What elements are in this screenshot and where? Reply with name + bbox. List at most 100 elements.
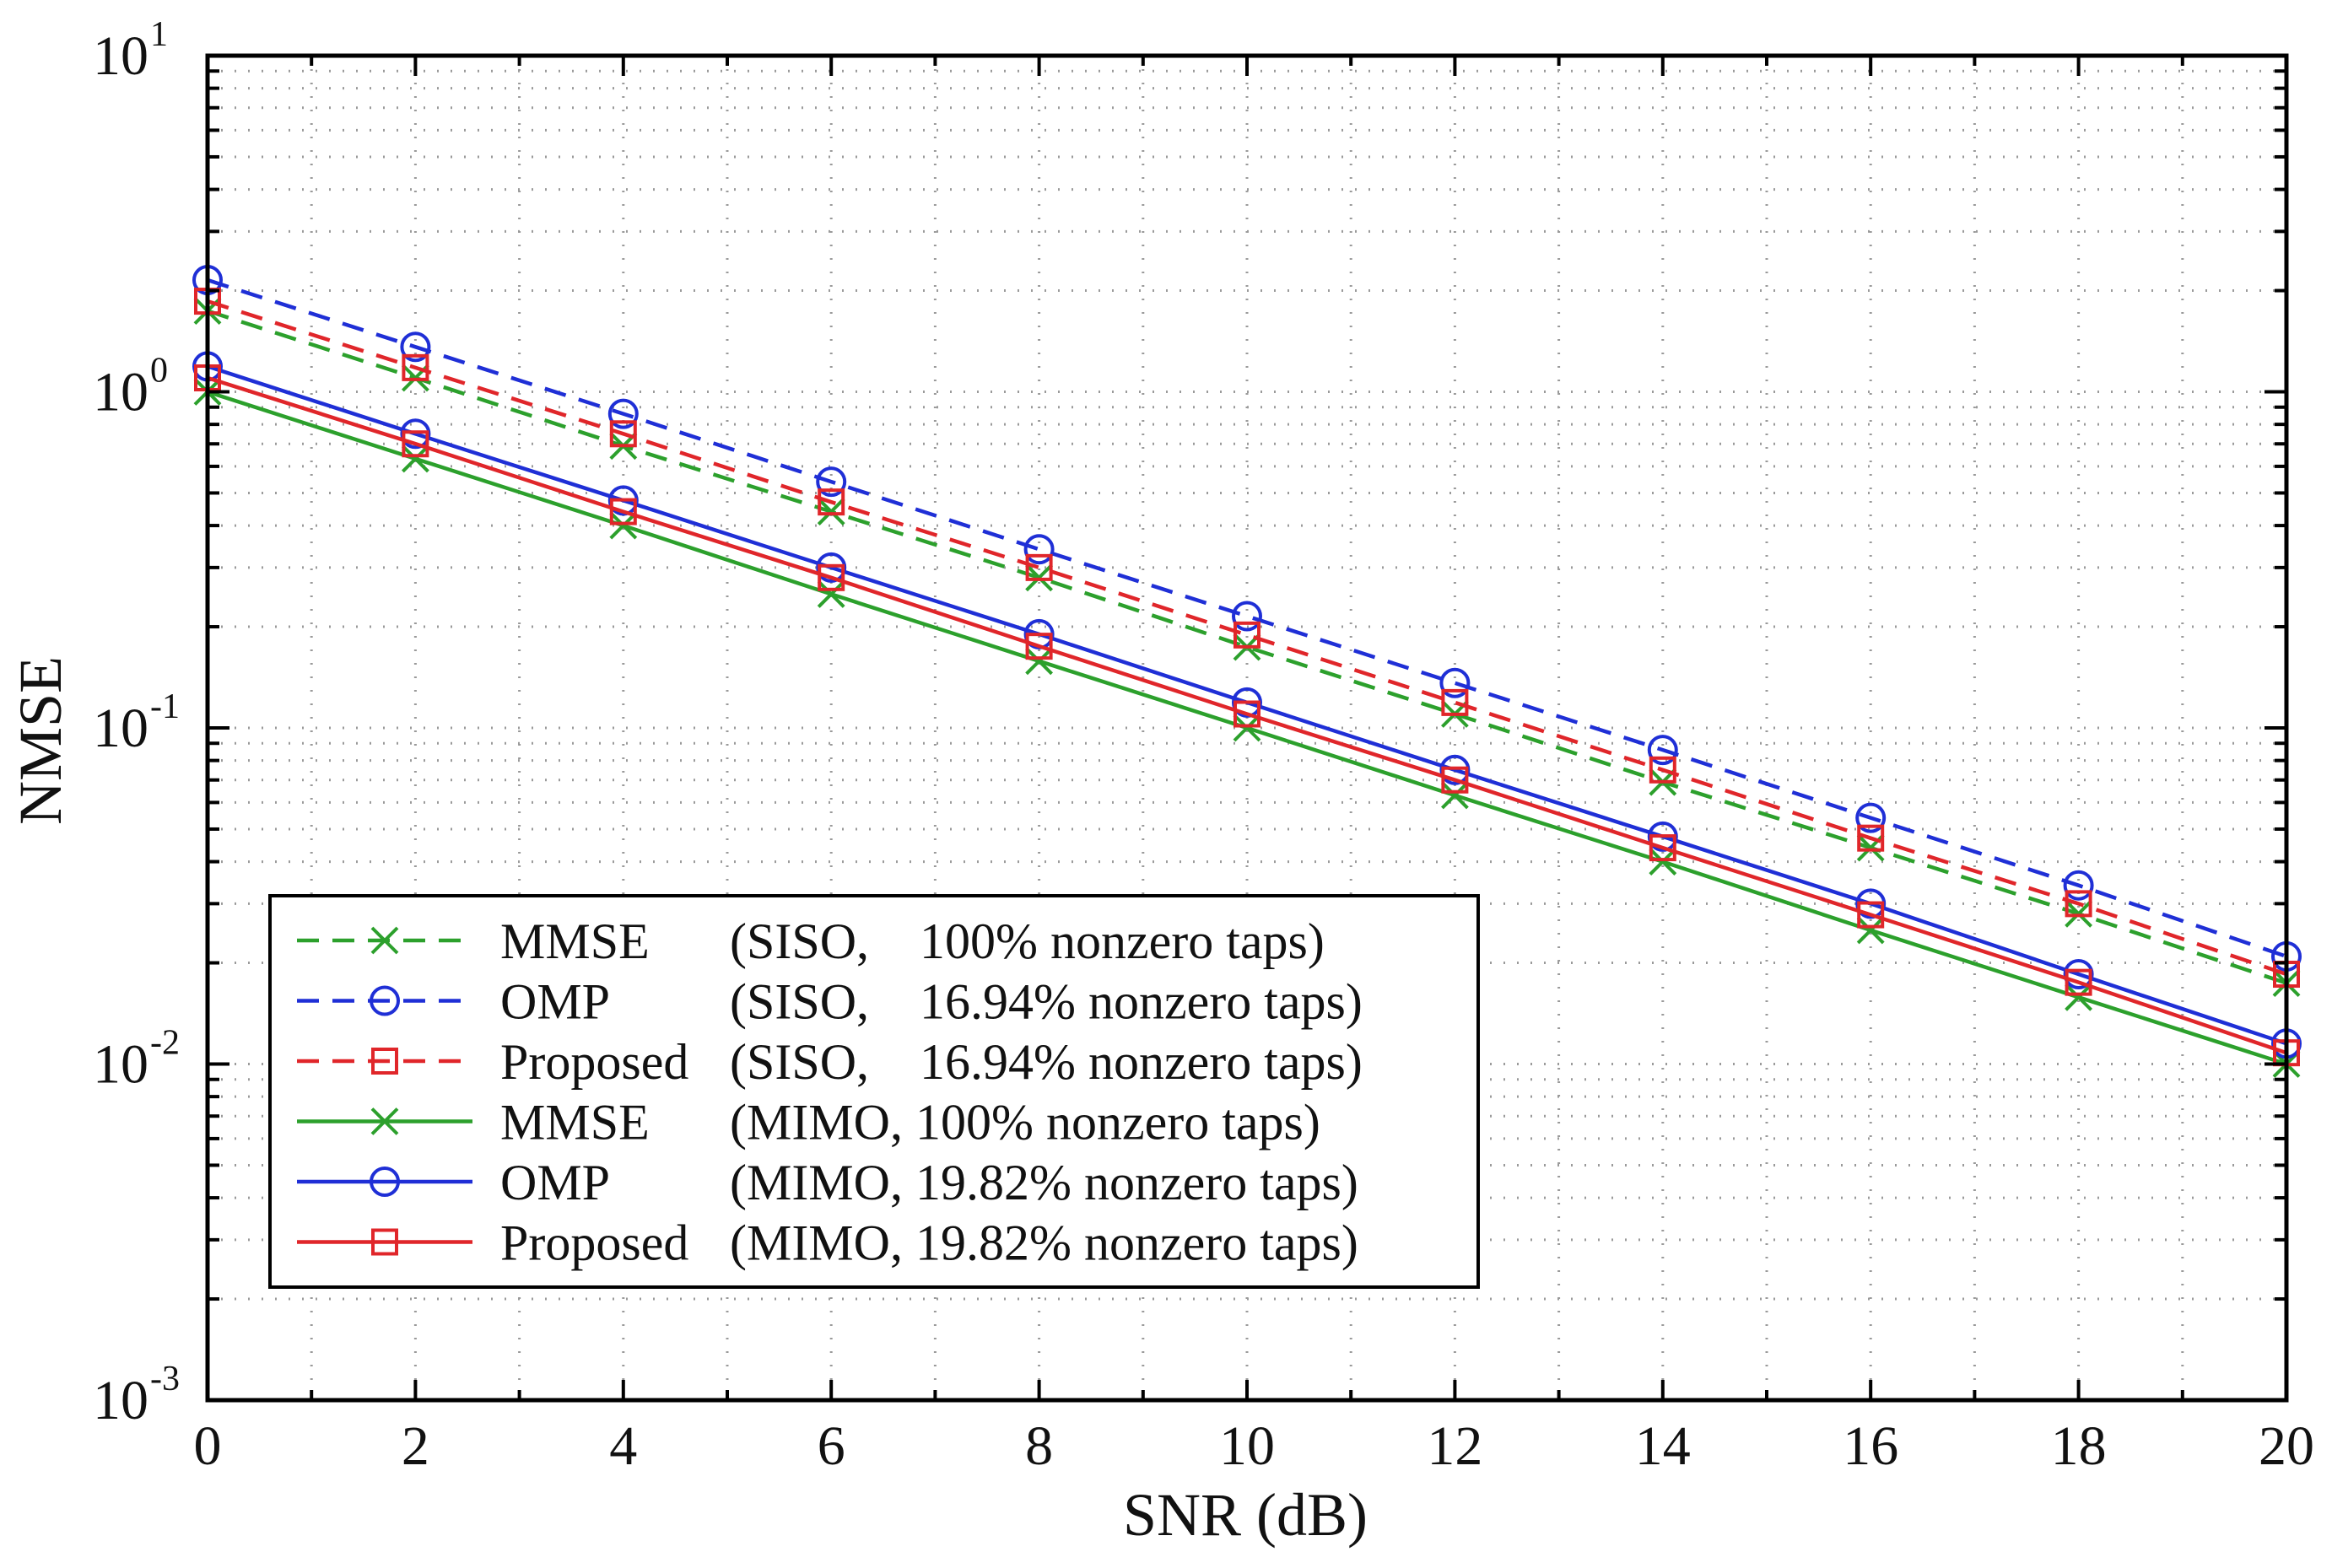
legend-marker [371, 1228, 398, 1256]
series-line [207, 375, 2287, 1055]
data-point [1855, 802, 1887, 833]
y-tick-label-base: 10 [93, 698, 148, 759]
data-point [2065, 890, 2092, 918]
legend-config: (MIMO, 19.82% nonzero taps) [730, 1215, 1358, 1271]
y-tick-label-exponent: -2 [150, 1024, 180, 1063]
legend-box [268, 894, 1480, 1289]
data-point [1649, 834, 1676, 862]
ticks [206, 54, 2288, 1402]
data-point [816, 466, 847, 498]
data-point [1232, 601, 1262, 632]
y-tick-label-base: 10 [93, 25, 148, 87]
y-tick-label: 10 -1 [93, 687, 180, 759]
data-point [1856, 916, 1885, 945]
legend-marker [371, 1048, 398, 1075]
legend-method: Proposed [500, 1034, 688, 1090]
y-tick-label-exponent: 1 [150, 15, 168, 54]
x-tick-label: 2 [402, 1415, 429, 1477]
legend-entry: Proposed (MIMO, 19.82% nonzero taps) [297, 1215, 1358, 1271]
legend-method: MMSE [500, 1095, 650, 1150]
x-axis-title: SNR (dB) [1123, 1481, 1368, 1549]
legend-config: (SISO, 16.94% nonzero taps) [730, 974, 1363, 1030]
data-point [818, 563, 845, 591]
data-point [1649, 756, 1676, 784]
series-mmse-mimo [193, 378, 2301, 1078]
series-layer [192, 265, 2302, 1078]
y-tick-label-base: 10 [93, 1034, 148, 1096]
series-proposed-siso [194, 288, 2300, 989]
legend-marker [370, 926, 399, 955]
legend-entry: MMSE (MIMO, 100% nonzero taps) [297, 1095, 1320, 1150]
x-tick-label: 0 [194, 1415, 222, 1477]
grid [208, 56, 2286, 1400]
data-point [607, 398, 639, 429]
x-tick-label: 8 [1025, 1415, 1053, 1477]
data-point [1439, 667, 1471, 698]
data-point [1647, 735, 1678, 766]
legend-marker [370, 985, 400, 1016]
data-point [817, 498, 845, 525]
series-line [207, 299, 2287, 977]
data-point [1233, 621, 1260, 649]
legend-config: (SISO, 100% nonzero taps) [730, 913, 1325, 969]
legend-method: OMP [500, 1155, 610, 1210]
data-point [2065, 983, 2093, 1011]
legend-config: (SISO, 16.94% nonzero taps) [730, 1034, 1363, 1090]
x-tick-labels: 0 2 4 6 8 10 12 14 16 18 20 [194, 1415, 2315, 1477]
series-line [207, 309, 2287, 985]
data-point [1025, 553, 1053, 581]
data-point [1857, 901, 1885, 929]
y-tick-label: 10 1 [93, 15, 168, 87]
data-point [818, 488, 845, 516]
data-point [1649, 848, 1677, 876]
data-point [1441, 766, 1469, 794]
y-axis-title: NMSE [7, 656, 74, 825]
data-point [2063, 870, 2094, 901]
y-tick-label-exponent: -1 [150, 687, 180, 726]
data-point [402, 430, 429, 458]
x-tick-label: 6 [818, 1415, 845, 1477]
y-tick-label: 10 -3 [93, 1360, 180, 1431]
data-point [2065, 968, 2092, 996]
data-point [1025, 633, 1053, 660]
x-tick-label: 20 [2259, 1415, 2314, 1477]
data-point [609, 511, 638, 540]
data-point [817, 580, 845, 608]
legend-entry: OMP (SISO, 16.94% nonzero taps) [297, 974, 1363, 1030]
data-point [1025, 647, 1054, 676]
series-omp-siso [192, 265, 2302, 972]
legend-config: (MIMO, 19.82% nonzero taps) [730, 1155, 1358, 1210]
y-tick-label-exponent: -3 [150, 1360, 180, 1398]
data-point [400, 331, 431, 363]
data-point [1233, 700, 1260, 728]
data-point [1233, 714, 1261, 742]
x-tick-label: 16 [1843, 1415, 1898, 1477]
legend-marker [370, 1107, 399, 1135]
data-point [1023, 534, 1055, 565]
legend-method: Proposed [500, 1215, 688, 1271]
legend-method: OMP [500, 974, 610, 1030]
legend-entry: OMP (MIMO, 19.82% nonzero taps) [297, 1155, 1358, 1210]
y-tick-label-base: 10 [93, 1370, 148, 1431]
y-tick-label-exponent: 0 [150, 352, 168, 391]
data-point [609, 498, 637, 525]
series-line [207, 277, 2287, 959]
data-point [609, 420, 637, 448]
data-point [402, 353, 429, 381]
legend: MMSE (SISO, 100% nonzero taps) OMP (SISO, 1… [268, 894, 1480, 1289]
data-point [1857, 824, 1885, 852]
x-tick-label: 12 [1427, 1415, 1482, 1477]
legend-method: MMSE [500, 913, 650, 969]
y-tick-label: 10 -2 [93, 1024, 180, 1096]
y-tick-label: 10 0 [93, 352, 168, 423]
data-point [2065, 899, 2093, 928]
x-tick-label: 18 [2051, 1415, 2107, 1477]
x-tick-label: 10 [1219, 1415, 1275, 1477]
data-point [401, 445, 429, 473]
data-point [1441, 688, 1469, 716]
x-tick-label: 14 [1635, 1415, 1691, 1477]
legend-entry: Proposed (SISO, 16.94% nonzero taps) [297, 1034, 1363, 1090]
data-point [1440, 781, 1469, 810]
